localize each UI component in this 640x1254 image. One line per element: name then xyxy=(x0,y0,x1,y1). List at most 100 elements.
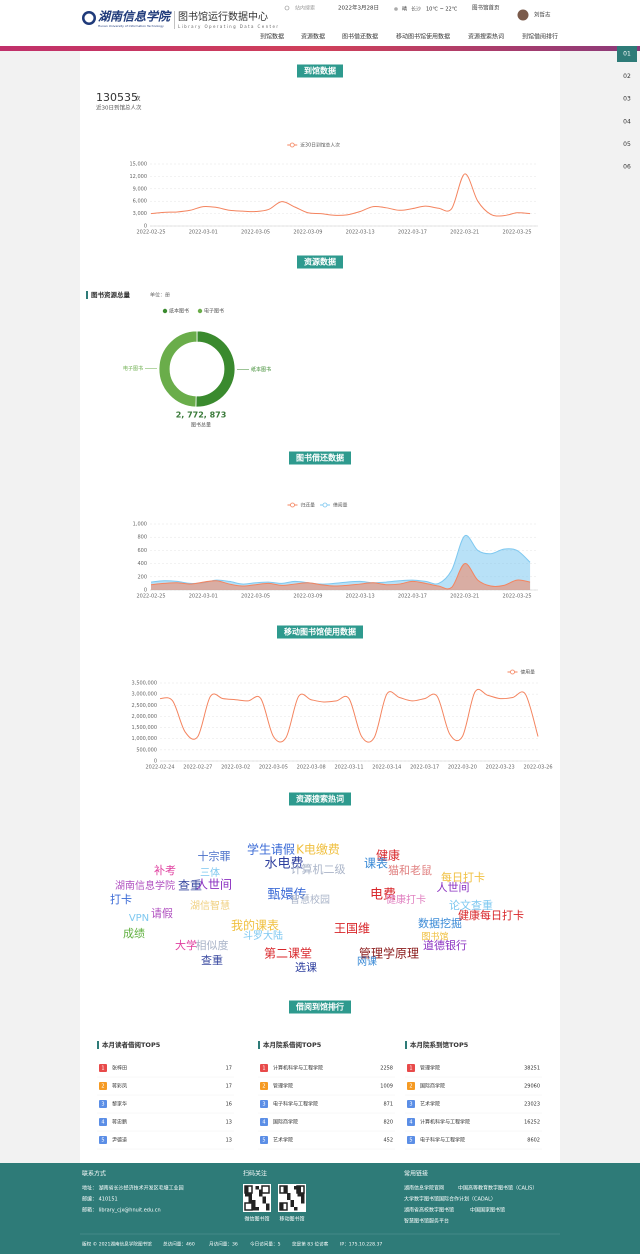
section-badge xyxy=(277,625,363,639)
hot-word[interactable]: 湖南信息学院 xyxy=(115,879,175,892)
footer-link[interactable]: 大学数字图书馆国际合作计划（CADAL） xyxy=(404,1196,496,1203)
hot-word[interactable]: 三体 xyxy=(200,867,220,879)
hot-word[interactable]: 选课 xyxy=(295,961,317,974)
area xyxy=(151,563,531,590)
hot-word[interactable]: 论文查重 xyxy=(449,898,493,912)
footer-link[interactable]: 湖南省高校数字图书馆 xyxy=(404,1207,454,1214)
legend-label[interactable]: 借阅量 xyxy=(333,502,348,509)
hot-word[interactable]: 电费 xyxy=(370,888,396,903)
footer-link[interactable]: 湖南信息学院官网 xyxy=(404,1185,444,1192)
hot-word[interactable]: 智慧校园 xyxy=(290,893,330,906)
weather: 晴 xyxy=(402,6,407,13)
y-tick-label: 1,500,000 xyxy=(132,725,157,731)
hot-word[interactable]: 人世间 xyxy=(196,878,232,892)
rank-number: 5 xyxy=(262,1138,265,1144)
hot-word[interactable]: VPN xyxy=(129,913,149,924)
hot-word[interactable]: 甄嬛传 xyxy=(267,888,306,903)
x-tick-label: 2022-03-09 xyxy=(293,230,322,236)
footer-link[interactable]: 中国高等教育数字图书馆（CALIS） xyxy=(458,1185,537,1192)
hot-word[interactable]: 图书馆 xyxy=(421,931,448,943)
user-name[interactable]: 刘哲志 xyxy=(534,11,551,19)
rank-value: 23023 xyxy=(524,1102,540,1108)
home-link[interactable]: 图书馆首页 xyxy=(472,4,500,12)
donut-title: 图书资源总量 xyxy=(91,290,131,299)
hot-word[interactable]: 网课 xyxy=(357,956,377,968)
legend-label[interactable]: 使用量 xyxy=(521,669,536,676)
legend-marker xyxy=(162,308,168,314)
nav-item[interactable]: 资源数据 xyxy=(301,33,325,41)
hot-word[interactable]: 每日打卡 xyxy=(441,870,485,884)
hot-word[interactable]: 斗罗大陆 xyxy=(243,929,283,942)
header-band xyxy=(0,46,640,51)
hot-word[interactable]: 计算机二级 xyxy=(291,862,346,876)
x-tick-label: 2022-03-17 xyxy=(398,594,427,600)
footer-link[interactable]: 中国国家图书馆 xyxy=(470,1207,505,1214)
rank-badge xyxy=(260,1118,268,1126)
hot-word[interactable]: 人世间 xyxy=(437,881,470,894)
section-title: 移动图书馆使用数据 xyxy=(284,627,356,637)
hot-word[interactable]: 十宗罪 xyxy=(198,849,231,863)
legend-marker xyxy=(510,669,515,675)
hot-word[interactable]: 健康每日打卡 xyxy=(458,908,524,922)
legend-label[interactable]: 归还量 xyxy=(301,502,316,509)
nav-item[interactable]: 图书借还数据 xyxy=(342,33,378,41)
y-tick-label: 200 xyxy=(137,574,147,580)
x-tick-label: 2022-03-17 xyxy=(410,765,439,771)
footer-stat: 您是第 83 位访客 xyxy=(292,1241,329,1248)
hot-word[interactable]: 请假 xyxy=(151,906,173,920)
side-nav-item[interactable]: 06 xyxy=(623,164,631,171)
rank-number: 1 xyxy=(101,1066,104,1072)
hot-word[interactable]: 相似度 xyxy=(196,938,229,952)
footer-link[interactable]: 智慧图书馆服务平台 xyxy=(404,1218,449,1225)
hot-word[interactable]: 猫和老鼠 xyxy=(388,863,432,877)
x-tick-label: 2022-02-27 xyxy=(183,765,212,771)
legend-label[interactable]: 电子图书 xyxy=(204,308,224,315)
hot-word[interactable]: 课表 xyxy=(364,857,388,871)
hot-word[interactable]: 学生请假 xyxy=(247,842,295,857)
visits-unit: 次 xyxy=(135,95,141,103)
hot-word[interactable]: 道德银行 xyxy=(423,938,467,952)
hot-word[interactable]: 我的课表 xyxy=(231,918,279,933)
search-input[interactable]: 站内搜索 xyxy=(295,5,315,12)
qr-finder xyxy=(244,1202,253,1211)
nav-item[interactable]: 到馆借阅排行 xyxy=(522,33,558,41)
legend-label[interactable]: 纸本图书 xyxy=(169,308,189,315)
hot-word[interactable]: 补考 xyxy=(154,864,176,877)
y-tick-label: 500,000 xyxy=(136,747,157,753)
side-nav-item[interactable]: 05 xyxy=(623,141,631,148)
legend-label[interactable]: 近30日到馆总人次 xyxy=(300,142,340,149)
nav-item[interactable]: 到馆数据 xyxy=(260,33,284,41)
hot-word[interactable]: 王国维 xyxy=(334,922,370,936)
side-nav-item[interactable]: 03 xyxy=(623,96,631,103)
side-nav-item[interactable]: 01 xyxy=(623,51,631,58)
qr-finder xyxy=(279,1202,288,1211)
y-tick-label: 2,000,000 xyxy=(132,714,157,720)
search-icon[interactable] xyxy=(284,5,290,11)
qr-cell xyxy=(259,1189,263,1193)
y-tick-label: 6,000 xyxy=(133,199,147,205)
hot-word[interactable]: 成绩 xyxy=(123,927,145,940)
legend-marker xyxy=(290,502,295,508)
hot-word[interactable]: 打卡 xyxy=(110,892,132,906)
rank-badge xyxy=(407,1100,415,1108)
hot-word[interactable]: 第二课堂 xyxy=(264,947,312,961)
hot-word[interactable]: K电缴费 xyxy=(296,842,340,857)
hot-word[interactable]: 湖信智慧 xyxy=(190,899,230,912)
hot-word[interactable]: 健康 xyxy=(376,848,400,863)
avatar[interactable] xyxy=(517,9,529,21)
y-tick-label: 600 xyxy=(137,548,147,554)
footer-stat: 今日访问量：5 xyxy=(250,1241,281,1248)
hot-word[interactable]: 健康打卡 xyxy=(386,893,426,906)
hot-word[interactable]: 查重 xyxy=(178,879,202,893)
side-nav-item[interactable]: 02 xyxy=(623,73,631,80)
side-nav-item[interactable]: 04 xyxy=(623,118,631,125)
x-tick-label: 2022-03-05 xyxy=(259,765,288,771)
hot-word[interactable]: 大学 xyxy=(175,938,197,952)
nav-item[interactable]: 资源搜索热词 xyxy=(468,33,504,41)
nav-item[interactable]: 移动图书馆使用数据 xyxy=(396,33,450,41)
hot-word[interactable]: 管理学原理 xyxy=(359,946,419,961)
hot-word[interactable]: 数据挖掘 xyxy=(418,916,462,930)
hot-word[interactable]: 查重 xyxy=(201,953,223,967)
hot-word[interactable]: 水电费 xyxy=(264,857,303,872)
